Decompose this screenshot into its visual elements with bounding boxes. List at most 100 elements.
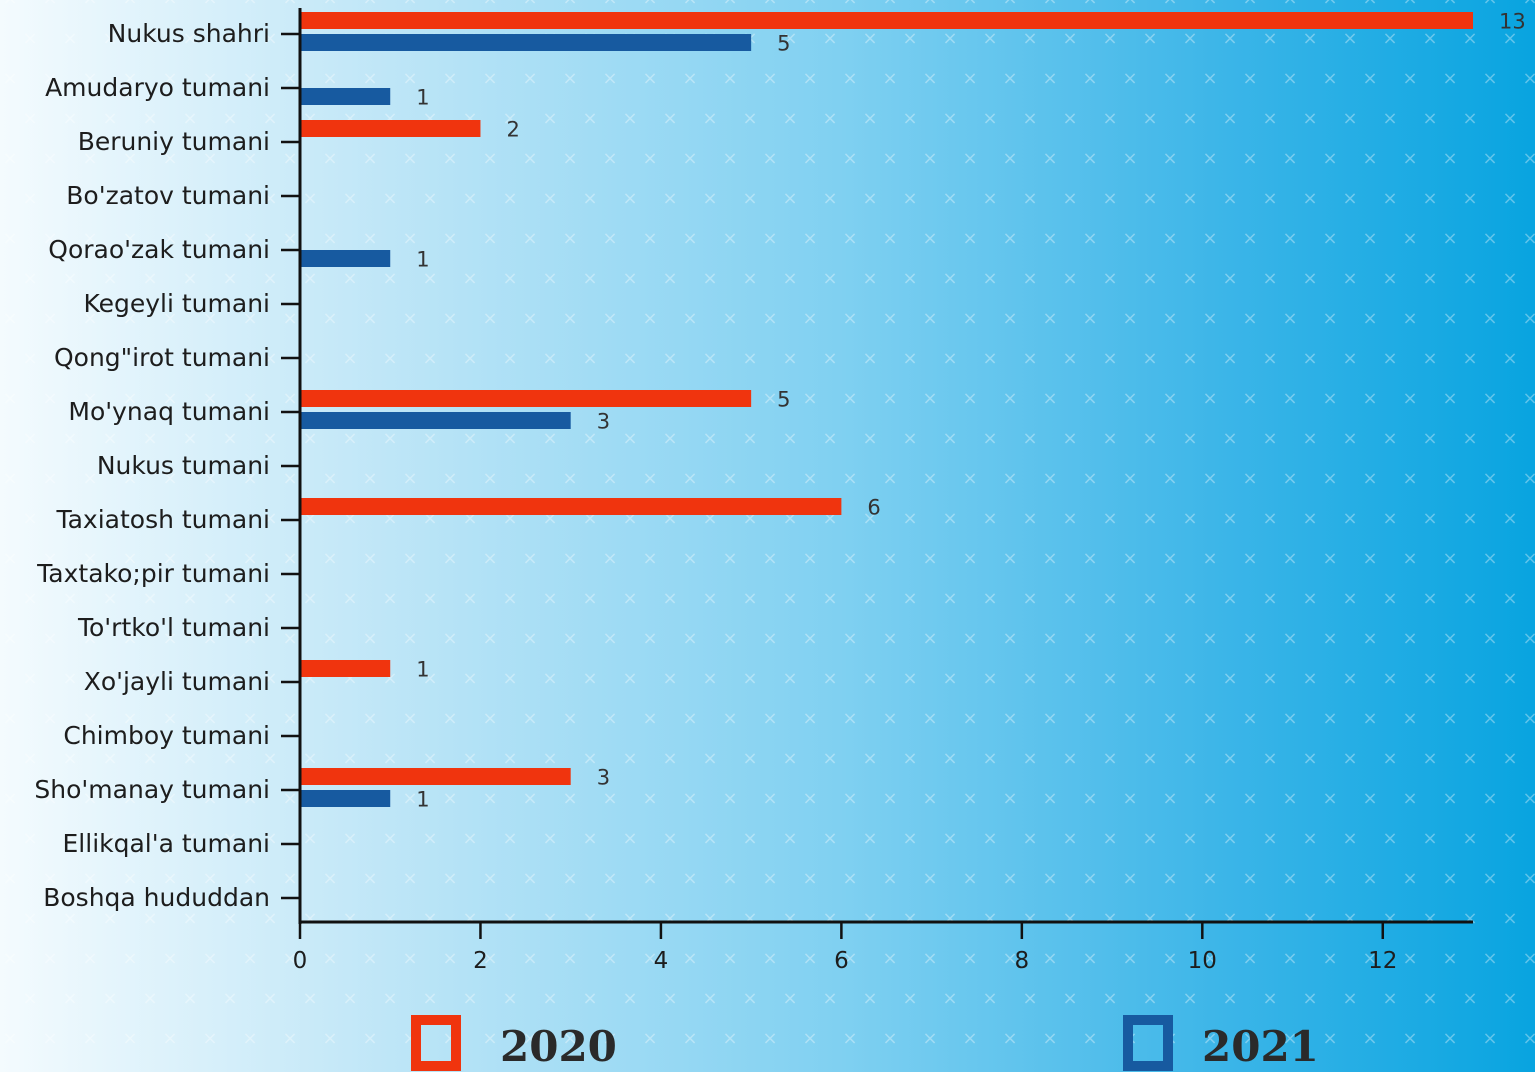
- pattern-mark: ×: [442, 868, 457, 889]
- pattern-mark: ×: [602, 948, 617, 969]
- pattern-mark: ×: [562, 148, 577, 169]
- pattern-mark: ×: [582, 428, 597, 449]
- pattern-mark: ×: [42, 628, 57, 649]
- pattern-mark: ×: [362, 468, 377, 489]
- pattern-mark: ×: [422, 268, 437, 289]
- pattern-mark: ×: [502, 748, 517, 769]
- category-label: Kegeyli tumani: [83, 289, 270, 318]
- pattern-mark: ×: [42, 548, 57, 569]
- pattern-mark: ×: [902, 268, 917, 289]
- pattern-mark: ×: [282, 308, 297, 329]
- pattern-mark: ×: [1042, 1028, 1057, 1049]
- pattern-mark: ×: [942, 348, 957, 369]
- pattern-mark: ×: [822, 908, 837, 929]
- pattern-mark: ×: [1222, 668, 1237, 689]
- x-tick-label: 6: [834, 948, 849, 974]
- pattern-mark: ×: [342, 188, 357, 209]
- pattern-mark: ×: [962, 628, 977, 649]
- pattern-mark: ×: [482, 788, 497, 809]
- pattern-mark: ×: [722, 708, 737, 729]
- pattern-mark: ×: [1202, 948, 1217, 969]
- pattern-mark: ×: [242, 308, 257, 329]
- pattern-mark: ×: [1462, 748, 1477, 769]
- pattern-mark: ×: [222, 348, 237, 369]
- pattern-mark: ×: [1362, 468, 1377, 489]
- pattern-mark: ×: [182, 428, 197, 449]
- pattern-mark: ×: [1322, 308, 1337, 329]
- pattern-mark: ×: [82, 308, 97, 329]
- pattern-mark: ×: [342, 908, 357, 929]
- pattern-mark: ×: [642, 868, 657, 889]
- pattern-mark: ×: [522, 228, 537, 249]
- pattern-mark: ×: [282, 68, 297, 89]
- pattern-mark: ×: [1522, 68, 1535, 89]
- pattern-mark: ×: [162, 548, 177, 569]
- pattern-mark: ×: [1062, 428, 1077, 449]
- pattern-mark: ×: [662, 908, 677, 929]
- pattern-mark: ×: [542, 108, 557, 129]
- pattern-mark: ×: [982, 508, 997, 529]
- pattern-mark: ×: [722, 948, 737, 969]
- pattern-mark: ×: [382, 428, 397, 449]
- pattern-mark: ×: [1102, 908, 1117, 929]
- pattern-mark: ×: [1282, 948, 1297, 969]
- pattern-mark: ×: [1082, 68, 1097, 89]
- pattern-mark: ×: [522, 148, 537, 169]
- pattern-mark: ×: [362, 868, 377, 889]
- pattern-mark: ×: [202, 228, 217, 249]
- pattern-mark: ×: [662, 348, 677, 369]
- pattern-mark: ×: [322, 628, 337, 649]
- pattern-mark: ×: [122, 788, 137, 809]
- pattern-mark: ×: [1402, 948, 1417, 969]
- pattern-mark: ×: [402, 708, 417, 729]
- pattern-mark: ×: [62, 908, 77, 929]
- pattern-mark: ×: [342, 988, 357, 1009]
- pattern-mark: ×: [1402, 1028, 1417, 1049]
- pattern-mark: ×: [1022, 748, 1037, 769]
- pattern-mark: ×: [742, 668, 757, 689]
- pattern-mark: ×: [702, 108, 717, 129]
- pattern-mark: ×: [862, 668, 877, 689]
- pattern-mark: ×: [22, 428, 37, 449]
- pattern-mark: ×: [1422, 828, 1437, 849]
- pattern-mark: ×: [1442, 148, 1457, 169]
- pattern-mark: ×: [362, 948, 377, 969]
- pattern-mark: ×: [422, 748, 437, 769]
- pattern-mark: ×: [1062, 908, 1077, 929]
- pattern-mark: ×: [1422, 748, 1437, 769]
- pattern-mark: ×: [202, 788, 217, 809]
- pattern-mark: ×: [702, 268, 717, 289]
- pattern-mark: ×: [1502, 668, 1517, 689]
- pattern-mark: ×: [522, 708, 537, 729]
- pattern-mark: ×: [1342, 668, 1357, 689]
- pattern-mark: ×: [1342, 588, 1357, 609]
- pattern-mark: ×: [882, 228, 897, 249]
- pattern-mark: ×: [742, 988, 757, 1009]
- pattern-mark: ×: [382, 748, 397, 769]
- pattern-mark: ×: [482, 68, 497, 89]
- pattern-mark: ×: [62, 508, 77, 529]
- pattern-mark: ×: [902, 988, 917, 1009]
- pattern-mark: ×: [602, 868, 617, 889]
- pattern-mark: ×: [782, 748, 797, 769]
- pattern-mark: ×: [1082, 788, 1097, 809]
- pattern-mark: ×: [162, 148, 177, 169]
- pattern-mark: ×: [1162, 0, 1177, 9]
- pattern-mark: ×: [1042, 868, 1057, 889]
- pattern-mark: ×: [982, 988, 997, 1009]
- pattern-mark: ×: [42, 1028, 57, 1049]
- category-label: Nukus tumani: [97, 451, 270, 480]
- pattern-mark: ×: [1282, 868, 1297, 889]
- pattern-mark: ×: [822, 348, 837, 369]
- pattern-mark: ×: [642, 68, 657, 89]
- pattern-mark: ×: [1522, 628, 1535, 649]
- pattern-mark: ×: [442, 948, 457, 969]
- pattern-mark: ×: [1042, 0, 1057, 9]
- pattern-mark: ×: [502, 108, 517, 129]
- pattern-mark: ×: [1242, 948, 1257, 969]
- pattern-mark: ×: [1142, 748, 1157, 769]
- pattern-mark: ×: [882, 1028, 897, 1049]
- pattern-mark: ×: [222, 268, 237, 289]
- pattern-mark: ×: [1082, 388, 1097, 409]
